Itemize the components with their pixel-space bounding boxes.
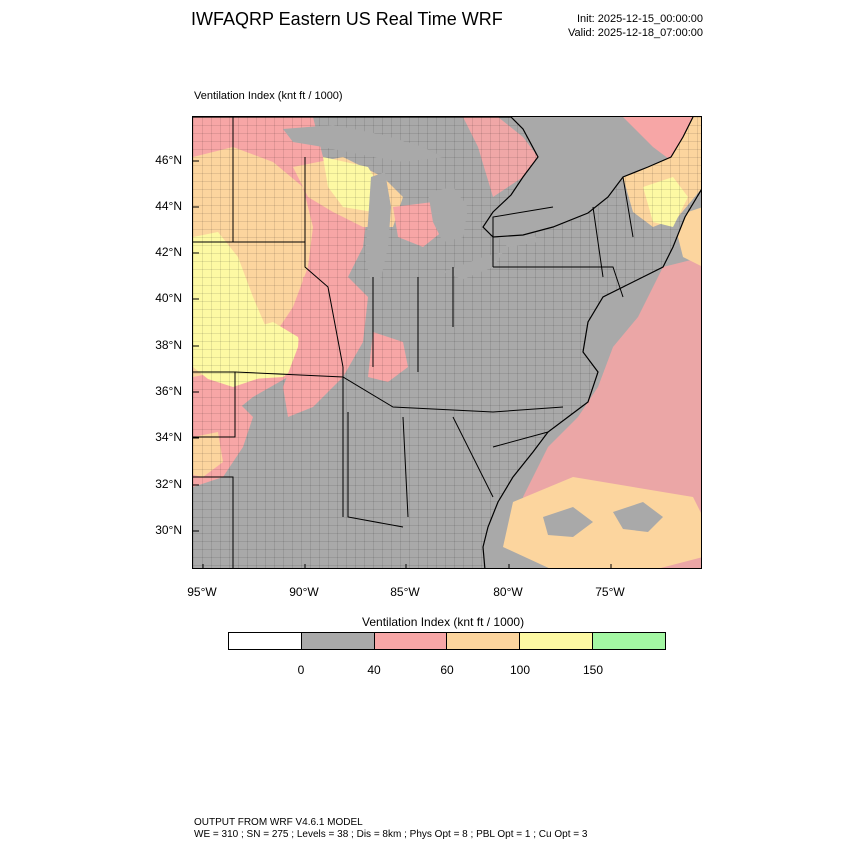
lon-label-80: 80°W [493, 585, 523, 599]
lat-label-36: 36°N [155, 384, 182, 398]
legend-tick-100: 100 [509, 663, 531, 677]
lat-label-34: 34°N [155, 430, 182, 444]
lake-michigan [365, 172, 391, 282]
lat-label-38: 38°N [155, 338, 182, 352]
map-subtitle: Ventilation Index (knt ft / 1000) [194, 90, 343, 102]
model-info-line: OUTPUT FROM WRF V4.6.1 MODEL [194, 817, 363, 828]
legend-swatch-40-60 [374, 633, 448, 649]
legend-swatch-above-150 [593, 633, 665, 649]
legend-swatch-100-150 [520, 633, 594, 649]
legend-swatch-0-40 [301, 633, 375, 649]
lat-label-32: 32°N [155, 477, 182, 491]
model-config-line: WE = 310 ; SN = 275 ; Levels = 38 ; Dis … [194, 829, 588, 840]
lat-label-30: 30°N [155, 523, 182, 537]
legend-title: Ventilation Index (knt ft / 1000) [362, 615, 525, 629]
map-ticks [193, 160, 612, 568]
ventilation-index-map [193, 117, 701, 568]
legend-tick-60: 60 [440, 663, 454, 677]
coastline [193, 117, 701, 568]
lon-label-90: 90°W [289, 585, 319, 599]
lake-erie [443, 252, 503, 279]
lat-label-40: 40°N [155, 291, 182, 305]
state-boundaries [193, 117, 634, 568]
lake-huron [428, 187, 468, 242]
valid-time: Valid: 2025-12-18_07:00:00 [568, 27, 703, 39]
lon-label-85: 85°W [390, 585, 420, 599]
lon-label-95: 95°W [187, 585, 217, 599]
map-title: IWFAQRP Eastern US Real Time WRF [191, 9, 503, 29]
init-time: Init: 2025-12-15_00:00:00 [577, 13, 703, 25]
lat-label-46: 46°N [155, 153, 182, 167]
legend-tick-0: 0 [297, 663, 305, 677]
legend-swatch-below-0 [229, 633, 302, 649]
ocean-gray-patch-2 [613, 502, 663, 532]
legend-tick-40: 40 [367, 663, 381, 677]
lat-label-44: 44°N [155, 199, 182, 213]
lon-label-75: 75°W [595, 585, 625, 599]
lake-superior [283, 125, 443, 162]
map-panel [192, 116, 702, 569]
ocean-orange-south [503, 477, 701, 568]
color-legend-bar [228, 632, 666, 650]
ocean-gray-patch-1 [543, 507, 593, 537]
legend-tick-150: 150 [582, 663, 604, 677]
lat-label-42: 42°N [155, 245, 182, 259]
legend-swatch-60-100 [447, 633, 521, 649]
